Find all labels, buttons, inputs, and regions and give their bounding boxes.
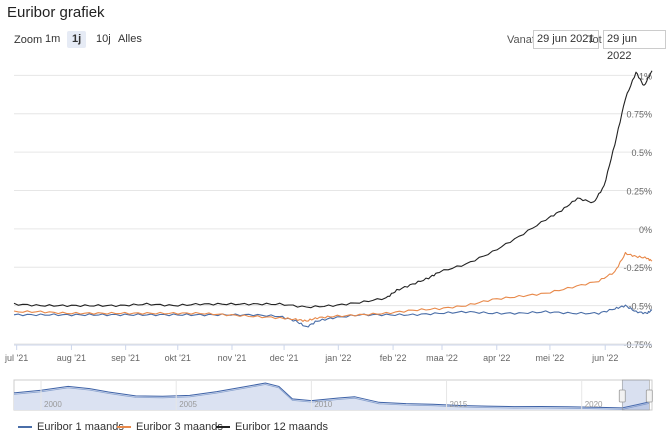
page-title: Euribor grafiek (7, 4, 105, 21)
y-tick-label: -0.25% (623, 263, 652, 273)
y-tick-label: 0.75% (626, 110, 652, 120)
series-line-euribor-12m[interactable] (13, 70, 653, 309)
x-tick-label: nov '21 (218, 353, 247, 363)
x-tick-label: jul '21 (4, 353, 28, 363)
x-tick-label: apr '22 (483, 353, 510, 363)
x-tick-label: okt '21 (165, 353, 191, 363)
to-label: Tot (587, 34, 602, 46)
x-tick-label: jun '22 (591, 353, 618, 363)
navigator-year-label: 2010 (314, 400, 332, 409)
y-axis: 1%0.75%0.5%0.25%0%-0.25%-0.5%-0.75% (623, 71, 652, 350)
to-date-input[interactable]: 29 jun 2022 (603, 30, 666, 62)
y-tick-label: 0% (639, 225, 652, 235)
y-tick-label: 1% (639, 71, 652, 81)
x-tick-label: jan '22 (324, 353, 351, 363)
zoom-alles-button[interactable]: Alles (118, 33, 142, 45)
legend-swatch-1m (18, 426, 32, 428)
legend-item-euribor-3m[interactable]: Euribor 3 maands (117, 421, 223, 433)
navigator-area (14, 383, 650, 410)
navigator-year-label: 2015 (450, 400, 468, 409)
zoom-10j-button[interactable]: 10j (96, 33, 111, 45)
legend-label-1m: Euribor 1 maands (37, 421, 124, 433)
zoom-label: Zoom (14, 34, 43, 46)
euribor-chart[interactable]: 1%0.75%0.5%0.25%0%-0.25%-0.5%-0.75% jul … (0, 0, 666, 415)
x-tick-label: maa '22 (426, 353, 458, 363)
legend-label-12m: Euribor 12 maands (235, 421, 328, 433)
grid-lines (14, 74, 652, 345)
y-tick-label: 0.5% (631, 148, 652, 158)
plot-area (13, 70, 653, 328)
legend-swatch-12m (216, 426, 230, 428)
series-line-euribor-1m[interactable] (13, 304, 653, 328)
navigator-handle-left[interactable] (618, 389, 626, 403)
navigator-year-label: 2000 (44, 400, 62, 409)
x-tick-label: mei '22 (536, 353, 565, 363)
from-date-input[interactable]: 29 jun 2021 (533, 30, 599, 49)
navigator-selection[interactable] (621, 379, 650, 411)
navigator-handle-right[interactable] (645, 389, 653, 403)
series-line-euribor-3m[interactable] (13, 251, 653, 322)
legend-item-euribor-12m[interactable]: Euribor 12 maands (216, 421, 328, 433)
navigator-year-label: 2020 (585, 400, 603, 409)
navigator[interactable]: 2000 2005 2010 2015 2020 (13, 379, 653, 411)
x-axis: jul '21 aug '21 sep '21 okt '21 nov '21 dec '… (4, 344, 652, 363)
legend-swatch-3m (117, 426, 131, 428)
y-tick-label: 0.25% (626, 186, 652, 196)
x-tick-label: dec '21 (270, 353, 299, 363)
from-label: Vanaf (507, 34, 535, 46)
zoom-1m-button[interactable]: 1m (45, 33, 61, 45)
legend-item-euribor-1m[interactable]: Euribor 1 maands (18, 421, 124, 433)
legend-label-3m: Euribor 3 maands (136, 421, 223, 433)
x-tick-label: aug '21 (57, 353, 86, 363)
x-tick-label: sep '21 (111, 353, 140, 363)
zoom-1j-button[interactable]: 1j (67, 31, 87, 48)
navigator-year-label: 2005 (179, 400, 197, 409)
y-tick-label: -0.5% (628, 302, 652, 312)
x-tick-label: feb '22 (380, 353, 407, 363)
